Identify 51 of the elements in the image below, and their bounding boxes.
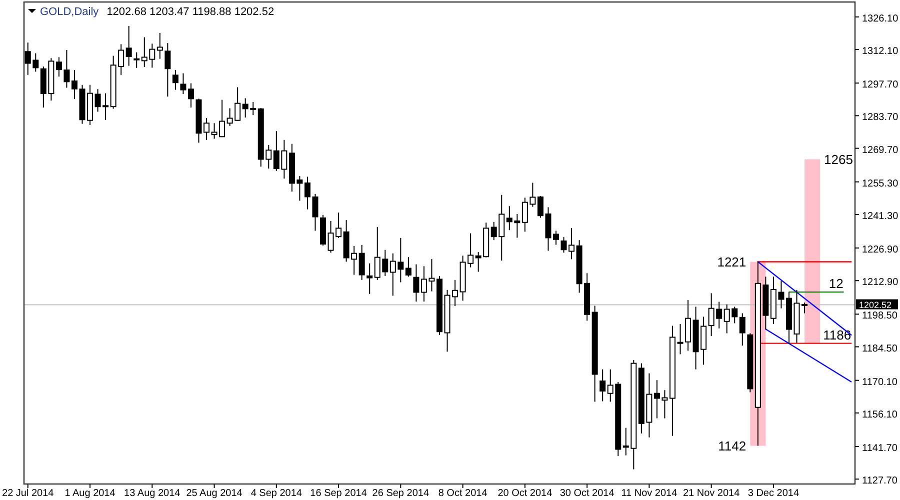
x-tick-label: 22 Jul 2014	[2, 488, 54, 499]
x-tick-label: 26 Sep 2014	[372, 488, 430, 499]
candlestick	[405, 256, 412, 278]
x-tick-label: 3 Dec 2014	[748, 488, 800, 499]
y-tick-label: 1156.10	[862, 409, 898, 420]
y-tick-label: 1269.70	[862, 144, 899, 156]
y-tick-label: 1241.30	[862, 210, 899, 222]
annotation: 1265	[824, 152, 853, 167]
x-tick-label: 21 Nov 2014	[682, 488, 740, 499]
y-tick-label: 1226.90	[862, 244, 899, 256]
candlestick	[180, 72, 186, 95]
y-tick-label: 1141.70	[862, 442, 898, 454]
y-tick-label: 1127.70	[862, 476, 898, 487]
ref-line-label: 1202.52	[859, 300, 892, 310]
series-label: 1221	[717, 254, 746, 270]
x-tick-label: 25 Aug 2014	[186, 488, 243, 499]
y-tick-label: 1170.10	[862, 376, 898, 388]
candlestick	[413, 264, 420, 302]
candlestick	[156, 32, 163, 60]
x-tick-label: 8 Oct 2014	[438, 488, 488, 499]
annotation: 1142	[718, 438, 746, 454]
y-tick-label: 1312.10	[862, 46, 899, 58]
x-tick-label: 13 Aug 2014	[124, 488, 181, 499]
y-tick-label: 1326.10	[862, 13, 899, 24]
chart-subtitle: 1202.68 1203.47 1198.88 1202.52	[106, 6, 274, 18]
candlestick	[552, 230, 559, 246]
y-tick-label: 1283.70	[862, 112, 899, 124]
candlestick	[204, 118, 210, 140]
chart-title: GOLD,Daily	[40, 6, 100, 18]
x-tick-label: 20 Oct 2014	[498, 488, 553, 499]
candlestick	[172, 70, 178, 90]
candlestick	[600, 368, 606, 402]
x-tick-label: 4 Sep 2014	[250, 488, 302, 499]
y-tick-label: 1297.70	[862, 80, 899, 91]
candlestick	[134, 52, 140, 68]
candlestick	[739, 312, 746, 346]
y-tick-label: 1212.90	[862, 277, 899, 288]
candlestick	[358, 244, 365, 280]
y-tick-label: 1198.50	[862, 310, 898, 322]
y-tick-label: 1255.30	[862, 178, 899, 190]
candlestick	[164, 42, 171, 98]
y-tick-label: 1184.50	[862, 343, 898, 354]
x-tick-label: 16 Sep 2014	[310, 488, 368, 499]
series-label: 12	[828, 276, 844, 292]
candlestick	[188, 82, 194, 108]
series-label: 1186	[823, 327, 852, 342]
x-tick-label: 11 Nov 2014	[621, 488, 678, 499]
candlestick	[126, 25, 132, 66]
x-tick-label: 30 Oct 2014	[560, 488, 615, 499]
x-tick-label: 1 Aug 2014	[64, 488, 116, 499]
candlestick	[366, 262, 373, 294]
